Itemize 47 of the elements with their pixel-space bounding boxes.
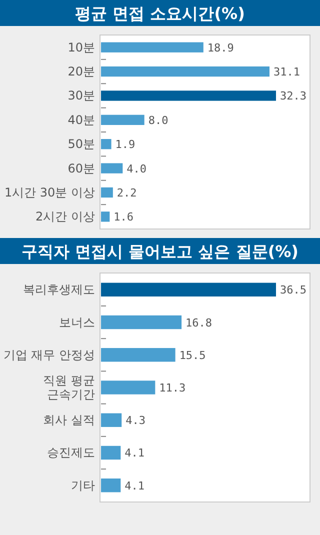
data-label: 36.5 bbox=[280, 284, 306, 297]
y-tick-label: 40분 bbox=[68, 112, 95, 127]
y-tick-label: 30분 bbox=[68, 88, 95, 103]
y-tick-label: 2시간 이상 bbox=[36, 210, 95, 224]
y-tick-label: 직원 평균 근속기간 bbox=[43, 374, 95, 402]
y-tick-label: 기업 재무 안정성 bbox=[3, 348, 95, 362]
bar bbox=[101, 478, 121, 492]
bar bbox=[101, 212, 110, 222]
bar bbox=[101, 90, 276, 101]
y-tick-label: 10분 bbox=[68, 40, 95, 54]
data-label: 31.1 bbox=[274, 66, 300, 79]
y-tick-label: 회사 실적 bbox=[43, 413, 95, 428]
bar bbox=[101, 413, 122, 427]
bar bbox=[101, 315, 182, 330]
bar bbox=[101, 163, 123, 174]
bar bbox=[101, 187, 113, 198]
data-label: 15.5 bbox=[179, 348, 206, 362]
bar bbox=[101, 446, 121, 460]
data-label: 1.6 bbox=[114, 210, 134, 224]
bar bbox=[101, 114, 144, 125]
data-label: 1.9 bbox=[115, 138, 136, 152]
bar bbox=[101, 282, 276, 296]
y-tick-label: 복리후생제도 bbox=[23, 282, 95, 297]
bar bbox=[101, 348, 176, 362]
chart-title: 구직자 면접시 물어보고 싶은 질문(%) bbox=[22, 242, 298, 261]
data-label: 18.9 bbox=[207, 41, 234, 54]
bar bbox=[101, 380, 156, 394]
data-label: 4.0 bbox=[126, 162, 147, 176]
data-label: 8.0 bbox=[148, 114, 168, 127]
chart-title: 평균 면접 소요시간(%) bbox=[75, 4, 245, 23]
y-tick-label: 승진제도 bbox=[47, 446, 95, 460]
data-label: 4.3 bbox=[126, 414, 146, 428]
bar bbox=[101, 42, 204, 52]
data-label: 16.8 bbox=[186, 316, 212, 330]
y-tick-label: 기타 bbox=[71, 478, 95, 492]
y-tick-label: 60분 bbox=[68, 161, 95, 176]
y-tick-label: 1시간 30분 이상 bbox=[4, 185, 95, 200]
y-tick-label: 보너스 bbox=[59, 315, 95, 330]
data-label: 11.3 bbox=[159, 382, 186, 394]
bar bbox=[101, 139, 112, 150]
data-label: 2.2 bbox=[116, 186, 137, 200]
bar bbox=[101, 66, 270, 77]
data-label: 32.3 bbox=[280, 90, 306, 103]
y-tick-label: 20분 bbox=[68, 64, 95, 79]
y-tick-label: 50분 bbox=[68, 137, 95, 152]
data-label: 4.1 bbox=[124, 446, 145, 460]
data-label: 4.1 bbox=[124, 479, 145, 492]
